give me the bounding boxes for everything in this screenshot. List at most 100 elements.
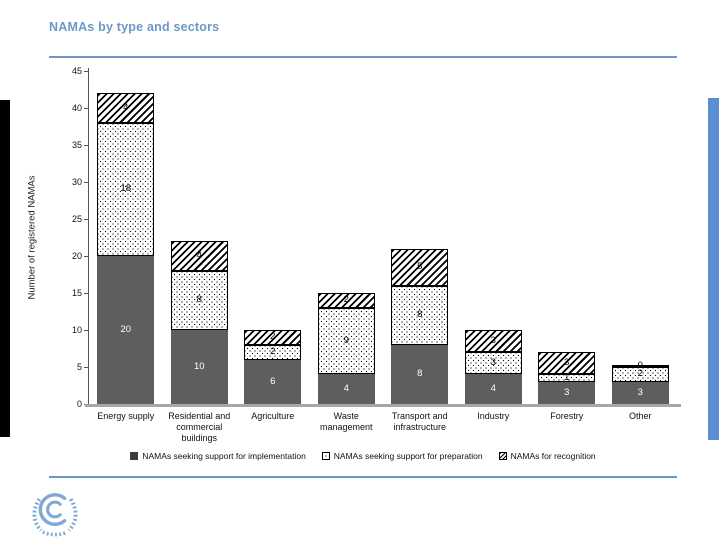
x-axis-line bbox=[85, 404, 681, 407]
stacked-bar-transport-and-infrastructure: 8 8 5 bbox=[391, 248, 449, 404]
bar-segment: 18 bbox=[97, 122, 155, 256]
footer-divider-line bbox=[49, 476, 677, 478]
bar-segment: 6 bbox=[244, 359, 302, 404]
bar-segment: 9 bbox=[317, 307, 375, 375]
y-tick-mark bbox=[84, 330, 88, 331]
legend-solid-swatch-icon bbox=[130, 452, 139, 460]
bar-segment: 0 bbox=[611, 361, 669, 371]
y-tick-mark bbox=[84, 145, 88, 146]
bar-segment: 4 bbox=[464, 374, 522, 404]
chart-legend: NAMAs seeking support for implementation… bbox=[49, 451, 677, 461]
bar-segment-value: 2 bbox=[343, 294, 349, 306]
bar-segment-value: 4 bbox=[196, 250, 202, 262]
bar-segment: 5 bbox=[391, 248, 449, 286]
x-axis-labels: Energy supply Residential and commercial … bbox=[89, 411, 677, 444]
y-tick-mark bbox=[84, 367, 88, 368]
bar-segment: 3 bbox=[611, 381, 669, 404]
bar-segment-value: 10 bbox=[193, 361, 205, 372]
bar-segment: 1 bbox=[538, 372, 596, 384]
bar-segment-value: 8 bbox=[417, 309, 423, 321]
bar-segment: 2 bbox=[317, 293, 375, 308]
y-tick-label: 40 bbox=[71, 103, 82, 113]
y-tick-mark bbox=[84, 71, 88, 72]
bar-segment-value: 18 bbox=[120, 183, 132, 195]
bar-slot: 4 3 3 bbox=[457, 71, 531, 404]
bar-segment-value: 2 bbox=[637, 368, 643, 380]
y-tick-label: 20 bbox=[71, 251, 82, 261]
bar-segment: 3 bbox=[538, 381, 596, 404]
legend-item: NAMAs for recognition bbox=[498, 451, 596, 461]
stacked-bar-forestry: 3 1 3 bbox=[538, 352, 596, 404]
bar-segment: 4 bbox=[170, 241, 228, 271]
legend-dotted-swatch-icon bbox=[321, 452, 330, 460]
bar-segment: 10 bbox=[170, 330, 228, 404]
y-tick-label: 10 bbox=[71, 325, 82, 335]
bar-segment-value: 6 bbox=[270, 375, 276, 387]
y-tick-mark bbox=[84, 182, 88, 183]
y-tick-label: 45 bbox=[71, 66, 82, 76]
bar-segment: 3 bbox=[464, 352, 522, 375]
stacked-bar-energy-supply: 20 18 4 bbox=[97, 93, 155, 404]
bar-segment-value: 3 bbox=[490, 335, 496, 347]
y-tick-label: 25 bbox=[71, 214, 82, 224]
bar-segment: 8 bbox=[391, 344, 449, 404]
plot-area: 20 18 4 10 8 4 6 2 2 4 9 2 8 8 5 4 3 3 3 1 3 3 2 0 bbox=[89, 71, 677, 404]
y-tick-mark bbox=[84, 108, 88, 109]
bar-segment: 8 bbox=[391, 285, 449, 345]
bar-segment: 2 bbox=[244, 330, 302, 345]
chart-title: NAMAs by type and sectors bbox=[49, 20, 220, 34]
x-axis-category-label: Other bbox=[628, 411, 652, 421]
x-axis-category-label: Forestry bbox=[550, 411, 584, 421]
bar-segment-value: 3 bbox=[637, 386, 643, 398]
legend-item: NAMAs seeking support for implementation bbox=[130, 451, 306, 461]
bar-segment: 2 bbox=[244, 344, 302, 360]
bar-segment: 3 bbox=[538, 352, 596, 375]
bar-segment-value: 2 bbox=[270, 346, 276, 358]
legend-item: NAMAs seeking support for preparation bbox=[321, 451, 483, 461]
bar-segment-value: 20 bbox=[120, 324, 132, 335]
bar-segment-value: 8 bbox=[417, 368, 423, 380]
y-tick-label: 15 bbox=[71, 288, 82, 298]
stacked-bar-waste-management: 4 9 2 bbox=[317, 293, 375, 404]
stacked-bar-agriculture: 6 2 2 bbox=[244, 330, 302, 404]
x-axis-category-label: Residential and commercial buildings bbox=[168, 411, 231, 443]
bar-segment: 2 bbox=[611, 367, 669, 382]
legend-label: NAMAs seeking support for implementation bbox=[142, 451, 306, 461]
bar-slot: 4 9 2 bbox=[310, 71, 384, 404]
bar-segment: 4 bbox=[97, 93, 155, 123]
y-tick-label: 0 bbox=[76, 399, 82, 409]
stacked-bar-industry: 4 3 3 bbox=[464, 330, 522, 404]
bar-segment-value: 4 bbox=[123, 102, 129, 114]
bar-segment-value: 1 bbox=[564, 372, 570, 384]
bar-segment-value: 3 bbox=[490, 357, 496, 369]
bar-slot: 8 8 5 bbox=[383, 71, 457, 404]
unfccc-logo-icon bbox=[32, 493, 78, 537]
y-tick-label: 5 bbox=[76, 362, 82, 372]
stacked-bar-residential-and-commercial-buildings: 10 8 4 bbox=[170, 241, 228, 404]
bar-segment-value: 2 bbox=[270, 331, 276, 343]
bar-segment-value: 4 bbox=[343, 383, 349, 395]
bar-slot: 6 2 2 bbox=[236, 71, 310, 404]
bar-segment: 3 bbox=[464, 330, 522, 353]
bar-segment: 8 bbox=[170, 270, 228, 330]
bar-segment-value: 3 bbox=[564, 357, 570, 369]
y-tick-mark bbox=[84, 293, 88, 294]
bar-segment-value: 4 bbox=[490, 383, 496, 395]
bar-segment-value: 3 bbox=[564, 386, 570, 398]
y-axis-line bbox=[88, 68, 89, 405]
legend-hatched-swatch-icon bbox=[498, 452, 507, 460]
right-edge-blue-bar bbox=[708, 98, 719, 440]
title-divider-line bbox=[49, 56, 677, 58]
legend-label: NAMAs for recognition bbox=[510, 451, 596, 461]
y-tick-label: 30 bbox=[71, 177, 82, 187]
x-axis-category-label: Transport and infrastructure bbox=[391, 411, 448, 432]
bar-segment-value: 5 bbox=[417, 261, 423, 273]
y-tick-mark bbox=[84, 256, 88, 257]
x-axis-category-label: Industry bbox=[477, 411, 510, 421]
bar-slot: 20 18 4 bbox=[89, 71, 163, 404]
bar-slot: 3 1 3 bbox=[530, 71, 604, 404]
y-axis-label: Number of registered NAMAs bbox=[26, 175, 38, 300]
bar-segment: 4 bbox=[317, 374, 375, 404]
